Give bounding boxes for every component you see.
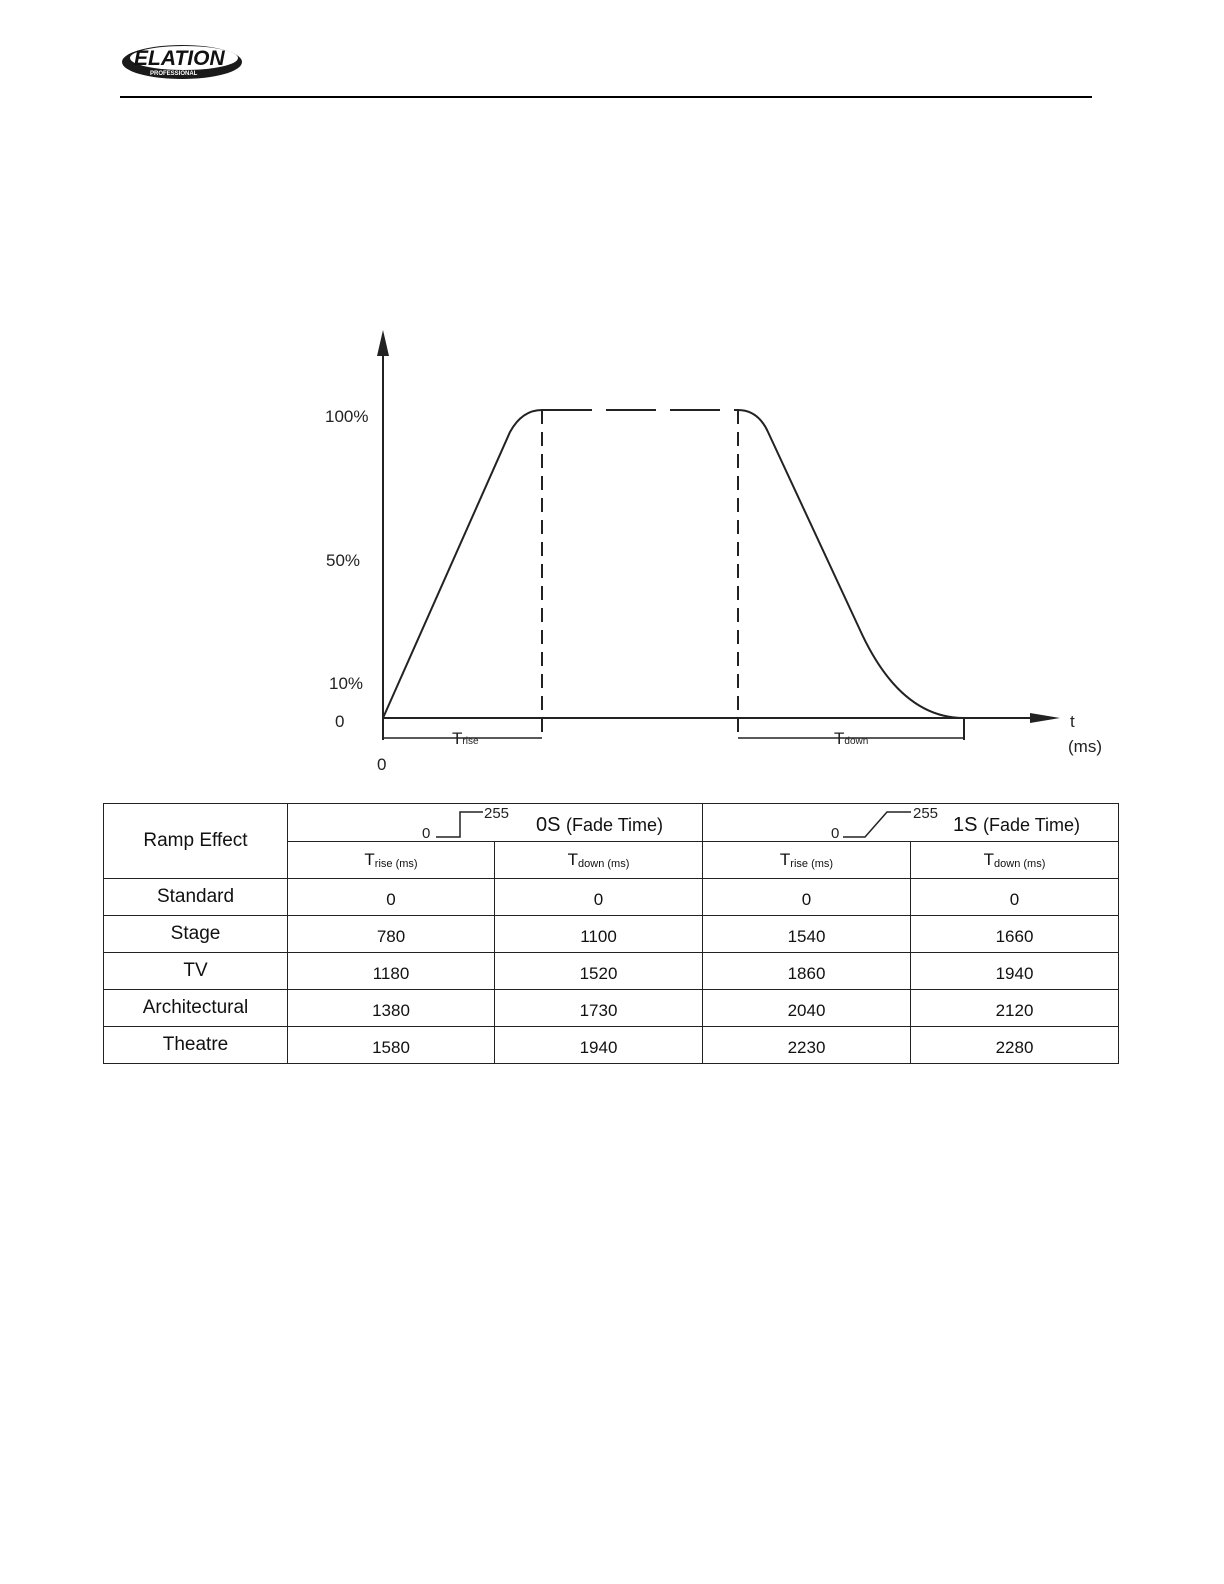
row-label: Standard bbox=[103, 878, 288, 916]
t-rise-label: Trise bbox=[452, 729, 479, 748]
svg-text:255: 255 bbox=[484, 805, 509, 822]
header-rule bbox=[120, 96, 1092, 98]
table-row: Stage 780 1100 1540 1660 bbox=[103, 915, 1119, 953]
fade-group-1s: 0 255 1S (Fade Time) bbox=[702, 803, 1119, 842]
table-cell: 0 bbox=[494, 878, 703, 916]
step-curve-icon: 0 255 bbox=[422, 805, 509, 841]
table-cell: 2040 bbox=[702, 989, 911, 1027]
ramp-diagram: Trise Tdown 100% 50% 10% 0 0 t (ms) bbox=[325, 330, 1102, 774]
svg-text:255: 255 bbox=[913, 805, 938, 822]
table-cell: 1580 bbox=[287, 1026, 495, 1064]
y-label-0: 0 bbox=[335, 712, 344, 731]
table-cell: 2120 bbox=[910, 989, 1119, 1027]
t-down-label: Tdown bbox=[834, 729, 868, 748]
subheader-rise-0s: Trise (ms) bbox=[287, 841, 495, 879]
elation-logo: ELATION PROFESSIONAL bbox=[120, 38, 250, 84]
logo-subtext: PROFESSIONAL bbox=[150, 71, 198, 77]
table-cell: 1520 bbox=[494, 952, 703, 990]
ramp-effect-table: Ramp Effect 0 255 0S (Fade Time) 0 255 1… bbox=[103, 803, 1119, 1064]
table-cell: 1660 bbox=[910, 915, 1119, 953]
row-label: Stage bbox=[103, 915, 288, 953]
logo-wordmark: ELATION bbox=[134, 47, 225, 70]
table-cell: 1540 bbox=[702, 915, 911, 953]
ramp-curve-icon: 0 255 bbox=[831, 805, 938, 841]
row-label: Architectural bbox=[103, 989, 288, 1027]
table-cell: 0 bbox=[702, 878, 911, 916]
table-cell: 1730 bbox=[494, 989, 703, 1027]
fade-group-0s: 0 255 0S (Fade Time) bbox=[287, 803, 703, 842]
table-cell: 1100 bbox=[494, 915, 703, 953]
subheader-rise-1s: Trise (ms) bbox=[702, 841, 911, 879]
x-axis-label: t bbox=[1070, 712, 1075, 731]
fade-group-1s-title: 1S (Fade Time) bbox=[953, 814, 1081, 836]
x-origin-label: 0 bbox=[377, 755, 386, 774]
table-subheader-row: Trise (ms) Tdown (ms) Trise (ms) Tdown (… bbox=[104, 841, 1119, 879]
table-row: Architectural 1380 1730 2040 2120 bbox=[103, 989, 1119, 1027]
ramp-curve bbox=[382, 409, 965, 719]
fade-group-0s-title: 0S (Fade Time) bbox=[536, 814, 664, 836]
ramp-effect-header: Ramp Effect bbox=[103, 803, 288, 879]
svg-text:0: 0 bbox=[831, 825, 839, 841]
svg-text:0: 0 bbox=[422, 825, 430, 841]
table-cell: 1940 bbox=[910, 952, 1119, 990]
table-cell: 2230 bbox=[702, 1026, 911, 1064]
table-row: TV 1180 1520 1860 1940 bbox=[103, 952, 1119, 990]
table-cell: 780 bbox=[287, 915, 495, 953]
table-group-header-row: Ramp Effect 0 255 0S (Fade Time) 0 255 1… bbox=[103, 803, 1119, 879]
table-cell: 1860 bbox=[702, 952, 911, 990]
row-label: TV bbox=[103, 952, 288, 990]
x-axis-arrow bbox=[1030, 713, 1060, 723]
table-cell: 1180 bbox=[287, 952, 495, 990]
table-cell: 2280 bbox=[910, 1026, 1119, 1064]
table-cell: 0 bbox=[287, 878, 495, 916]
y-label-10: 10% bbox=[329, 674, 363, 693]
x-axis-unit: (ms) bbox=[1068, 737, 1102, 756]
subheader-down-1s: Tdown (ms) bbox=[910, 841, 1119, 879]
y-label-50: 50% bbox=[326, 551, 360, 570]
table-cell: 0 bbox=[910, 878, 1119, 916]
table-row: Standard 0 0 0 0 bbox=[103, 878, 1119, 916]
table-cell: 1940 bbox=[494, 1026, 703, 1064]
y-label-100: 100% bbox=[325, 407, 368, 426]
y-axis-arrow bbox=[377, 330, 389, 356]
subheader-down-0s: Tdown (ms) bbox=[494, 841, 703, 879]
row-label: Theatre bbox=[103, 1026, 288, 1064]
table-row: Theatre 1580 1940 2230 2280 bbox=[103, 1026, 1119, 1064]
table-cell: 1380 bbox=[287, 989, 495, 1027]
